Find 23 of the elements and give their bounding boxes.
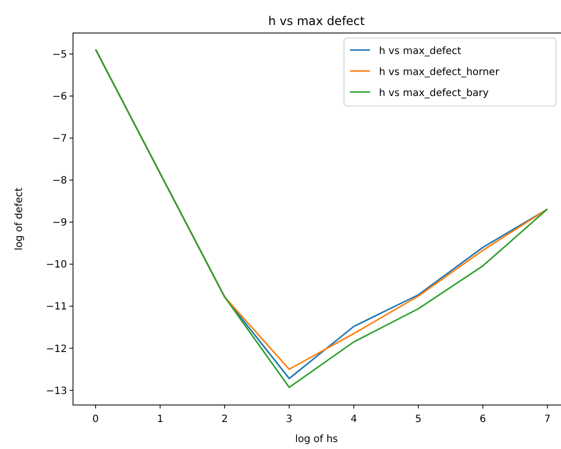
y-tick-label: −12 <box>46 344 67 355</box>
x-tick-label: 0 <box>92 414 99 425</box>
x-tick-label: 3 <box>286 414 292 425</box>
x-tick-label: 1 <box>156 414 164 425</box>
x-tick-label: 4 <box>350 414 357 425</box>
y-tick-label: −6 <box>52 92 67 103</box>
y-tick-label: −5 <box>52 50 67 61</box>
y-tick-label: −13 <box>46 386 67 397</box>
y-axis-title: log of defect <box>14 188 25 250</box>
legend-label: h vs max_defect_horner <box>379 67 500 78</box>
x-tick-label: 2 <box>221 414 228 425</box>
y-tick-label: −8 <box>52 176 67 187</box>
x-tick-label: 7 <box>544 414 551 425</box>
y-tick-label: −7 <box>52 134 67 145</box>
x-tick-label: 5 <box>415 414 422 425</box>
chart-title: h vs max defect <box>268 14 366 28</box>
y-tick-label: −10 <box>46 260 67 271</box>
legend-label: h vs max_defect_bary <box>379 88 489 99</box>
legend-label: h vs max_defect <box>379 46 462 57</box>
x-tick-label: 6 <box>480 414 486 425</box>
y-tick-label: −11 <box>46 302 67 313</box>
x-axis-title: log of hs <box>295 434 338 445</box>
y-tick-label: −9 <box>52 218 67 229</box>
